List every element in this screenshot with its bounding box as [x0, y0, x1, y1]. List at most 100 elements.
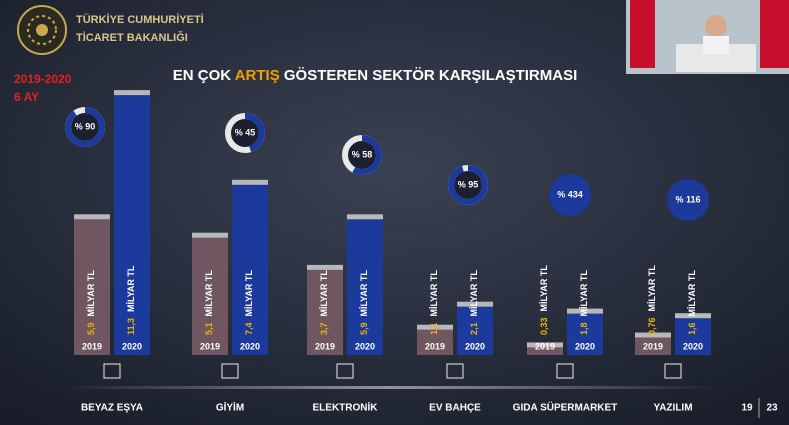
- value-label: 2,1 MİLYAR TL: [469, 270, 479, 335]
- bar: [192, 237, 228, 355]
- unit: MİLYAR TL: [319, 270, 329, 317]
- unit: MİLYAR TL: [539, 265, 549, 312]
- bar-cap: [74, 214, 110, 220]
- growth-label: % 95: [458, 179, 479, 189]
- unit: MİLYAR TL: [126, 265, 136, 312]
- header-line: TİCARET BAKANLIĞI: [76, 31, 188, 44]
- growth-ring: [225, 113, 265, 153]
- bar: [417, 329, 453, 355]
- bar-cap: [347, 214, 383, 220]
- header-line: TÜRKİYE CUMHURİYETİ: [76, 13, 204, 26]
- year-label: 2019: [200, 341, 220, 351]
- period: 6 AY: [14, 90, 39, 104]
- category-label: EV BAHÇE: [429, 403, 481, 414]
- unit: MİLYAR TL: [687, 270, 697, 317]
- title-highlight: ARTIŞ: [235, 67, 280, 84]
- bar-cap: [307, 264, 343, 270]
- unit: MİLYAR TL: [429, 270, 439, 317]
- year-label: 2020: [575, 341, 595, 351]
- growth-disc: [667, 179, 709, 221]
- bar: [635, 337, 671, 355]
- value: 2,1: [469, 322, 479, 335]
- value-label: 7,4 MİLYAR TL: [244, 270, 254, 335]
- bar: [347, 219, 383, 355]
- value-label: 5,9 MİLYAR TL: [86, 270, 96, 335]
- unit: MİLYAR TL: [359, 270, 369, 317]
- bar-cap: [192, 232, 228, 238]
- growth-label: % 434: [557, 189, 583, 199]
- year-label: 2020: [683, 341, 703, 351]
- value-label: 5,9 MİLYAR TL: [359, 270, 369, 335]
- page-total: 23: [766, 403, 778, 414]
- value-label: 1,1 MİLYAR TL: [429, 270, 439, 335]
- category-label: GİYİM: [216, 401, 244, 414]
- sector-icon: [446, 363, 464, 379]
- sector-icon: [103, 363, 121, 379]
- title-part: GÖSTEREN SEKTÖR KARŞILAŞTIRMASI: [284, 67, 577, 84]
- year-label: 2019: [425, 341, 445, 351]
- unit: MİLYAR TL: [204, 270, 214, 317]
- bar-cap: [635, 332, 671, 338]
- sector-icon: [336, 363, 354, 379]
- value: 1,1: [429, 322, 439, 335]
- unit: MİLYAR TL: [244, 270, 254, 317]
- bar-cap: [232, 179, 268, 185]
- value: 0,33: [539, 317, 549, 335]
- bar-cap: [567, 308, 603, 314]
- value: 5,9: [86, 322, 96, 335]
- unit: MİLYAR TL: [86, 270, 96, 317]
- category-label: YAZILIM: [653, 403, 692, 414]
- value: 1,8: [579, 322, 589, 335]
- chart-title: EN ÇOK ARTIŞ GÖSTEREN SEKTÖR KARŞILAŞTIR…: [173, 67, 578, 84]
- value-label: 11,3 MİLYAR TL: [126, 265, 136, 335]
- bar-cap: [457, 301, 493, 307]
- year-label: 2020: [355, 341, 375, 351]
- bar: [307, 269, 343, 355]
- value-label: 0,76 MİLYAR TL: [647, 265, 657, 335]
- year-label: 2020: [240, 341, 260, 351]
- year-label: 2019: [82, 341, 102, 351]
- bar-cap: [675, 313, 711, 319]
- growth-ring: [448, 165, 488, 205]
- growth-label: % 90: [75, 121, 96, 131]
- year-label: 2019: [643, 341, 663, 351]
- year-label: 2020: [122, 341, 142, 351]
- bar: [114, 95, 150, 355]
- unit: MİLYAR TL: [579, 270, 589, 317]
- value: 3,7: [319, 322, 329, 335]
- growth-disc: [549, 174, 591, 216]
- category-label: GIDA SÜPERMARKET: [513, 401, 618, 414]
- value-label: 0,33 MİLYAR TL: [539, 265, 549, 335]
- growth-label: % 116: [675, 194, 700, 204]
- bar: [457, 306, 493, 355]
- bar-cap: [114, 90, 150, 96]
- bar: [567, 313, 603, 355]
- value: 11,3: [126, 318, 136, 335]
- sector-icon: [664, 363, 682, 379]
- bar: [675, 318, 711, 355]
- bar-cap: [527, 342, 563, 348]
- value: 5,1: [204, 322, 214, 335]
- page-number: 19: [741, 403, 753, 414]
- year-label: 2019: [315, 341, 335, 351]
- sector-icon: [556, 363, 574, 379]
- unit: MİLYAR TL: [647, 265, 657, 312]
- value-label: 1,8 MİLYAR TL: [579, 270, 589, 335]
- bar-cap: [417, 324, 453, 330]
- value: 1,6: [687, 322, 697, 335]
- growth-label: % 45: [235, 127, 256, 137]
- value-label: 5,1 MİLYAR TL: [204, 270, 214, 335]
- bar: [527, 347, 563, 355]
- growth-label: % 58: [352, 149, 373, 159]
- unit: MİLYAR TL: [469, 270, 479, 317]
- category-label: BEYAZ EŞYA: [81, 403, 143, 414]
- period: 2019-2020: [14, 72, 72, 86]
- value: 0,76: [647, 317, 657, 335]
- video-feed: [626, 0, 789, 74]
- category-label: ELEKTRONİK: [313, 401, 379, 414]
- title-part: EN ÇOK: [173, 67, 232, 84]
- bar: [74, 219, 110, 355]
- sector-icon: [221, 363, 239, 379]
